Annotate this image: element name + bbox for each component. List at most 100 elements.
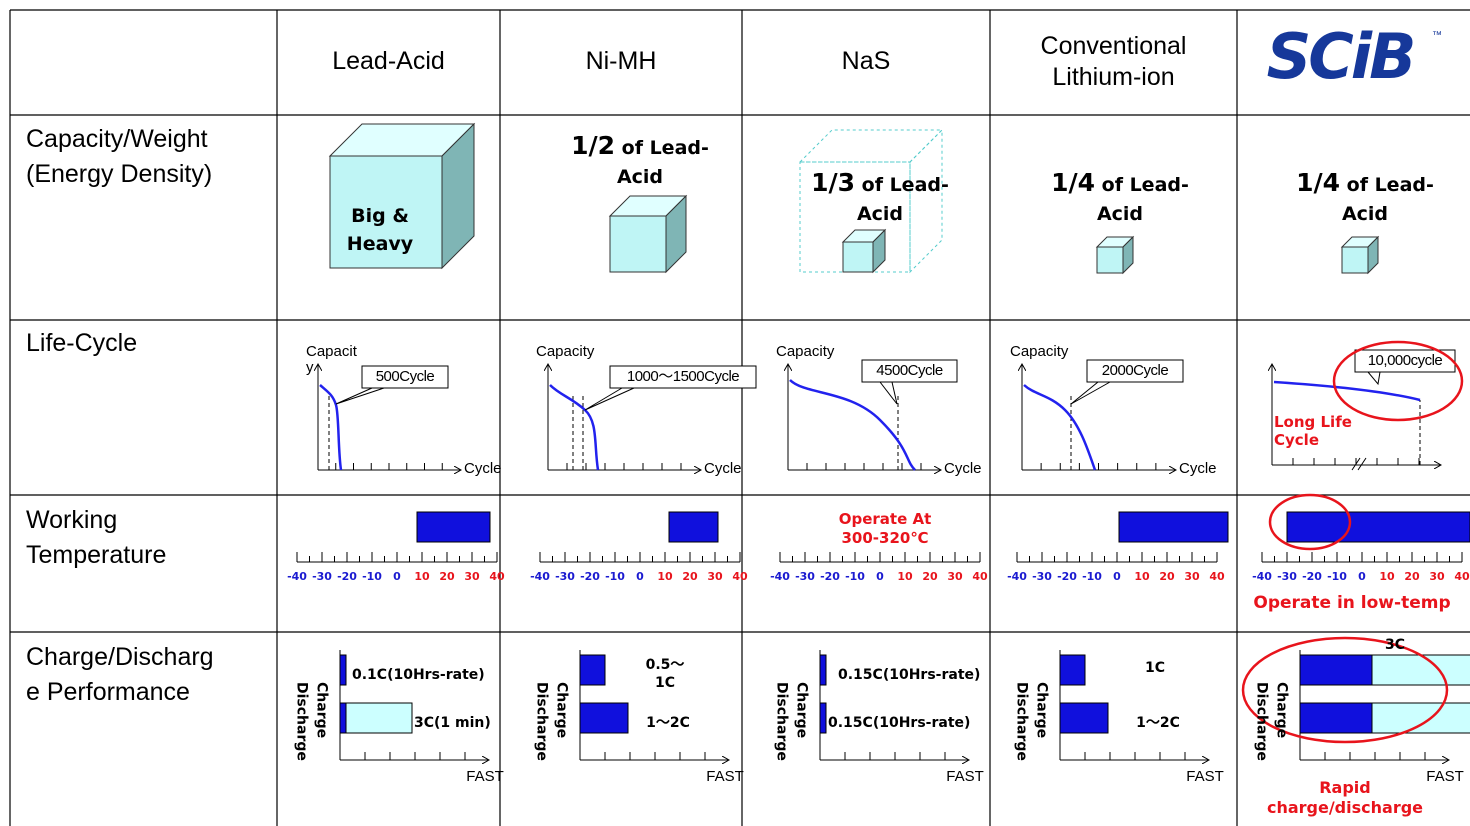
callout-text: 500Cycle [357,368,453,387]
rate-bar [580,703,628,733]
callout-pointer [336,388,384,404]
cube-front [1342,247,1368,273]
y-axis-label: Capacity [1010,344,1068,360]
x-axis-label: FAST [940,768,990,787]
capacity-text: of Lead- Acid [617,137,709,188]
capacity-text: of Lead- Acid [1342,174,1434,225]
capacity-fraction: 1/4 [1296,168,1340,197]
temp-tick-label: 40 [1447,570,1470,584]
rate-label: 0.1C(10Hrs-rate) [352,667,485,685]
temp-tick-label: 40 [725,570,755,584]
trademark: ™ [1432,30,1442,43]
row-label: Charge/Discharg e Performance [26,640,214,710]
x-axis-label: FAST [1180,768,1230,787]
axis-label: Charge [1272,682,1290,738]
rate-bar [1300,703,1372,733]
rate-bar [820,703,826,733]
x-axis-label: FAST [700,768,750,787]
rate-bar [1300,655,1372,685]
x-axis-label: Cycle [1179,460,1217,479]
temp-range-bar [1287,512,1470,542]
axis-label: Charge [312,682,330,738]
rate-label: 0.5～ 1C [635,657,695,692]
temp-note: Operate in low-temp [1232,593,1470,614]
rate-bar [1060,655,1085,685]
capacity-text: of Lead- Acid [1097,174,1189,225]
capacity-note: 1/4 of Lead- Acid [1040,165,1200,229]
table-graphics [0,0,1470,826]
axis-label: Charge [792,682,810,738]
comparison-table: Lead-AcidNi-MHNaSConventional Lithium-io… [0,0,1470,826]
column-header: NaS [742,12,990,112]
x-axis-label: FAST [460,768,510,787]
rate-label: 1C [1125,660,1185,678]
capacity-note: 1/4 of Lead- Acid [1285,165,1445,229]
cube-top [800,130,942,162]
capacity-text: of Lead- Acid [857,174,949,225]
temp-tick-label: 40 [482,570,512,584]
capacity-curve [550,385,598,470]
capacity-curve [1024,385,1095,470]
temp-range-bar [669,512,718,542]
rate-bar [1060,703,1108,733]
capacity-fraction: 1/2 [571,131,615,160]
row-label: Working Temperature [26,503,166,573]
cube-front [843,242,873,272]
rate-bar [340,703,412,733]
rate-label: 0.15C(10Hrs-rate) [838,667,980,685]
capacity-note: Big & Heavy [325,203,435,258]
rate-label: 0.15C(10Hrs-rate) [828,715,970,733]
axis-label: Discharge [532,682,550,761]
column-header: Ni-MH [500,12,742,112]
capacity-fraction: 1/4 [1051,168,1095,197]
temp-range-bar [417,512,490,542]
capacity-fraction: 1/3 [811,168,855,197]
life-note: Long Life Cycle [1274,413,1352,449]
callout-text: 2000Cycle [1082,362,1188,381]
axis-break [1352,458,1366,470]
axis-label: Charge [1032,682,1050,738]
callout-text: 4500Cycle [857,362,962,381]
rate-label: 1～2C [633,715,703,733]
rate-bar [340,703,346,733]
capacity-note: 1/2 of Lead- Acid [560,128,720,192]
capacity-curve [320,385,341,470]
rate-bar [580,655,605,685]
capacity-note: 1/3 of Lead- Acid [800,165,960,229]
x-axis-label: Cycle [944,460,982,479]
axis-label: Discharge [292,682,310,761]
callout-text: 1000～1500Cycle [605,368,761,387]
axis-label: Discharge [772,682,790,761]
axis-label: Discharge [1252,682,1270,761]
row-label: Life-Cycle [26,326,137,361]
row-label: Capacity/Weight (Energy Density) [26,122,212,192]
axis-label: Charge [552,682,570,738]
rate-bar [820,655,826,685]
temp-note: Operate At 300-320℃ [805,510,965,548]
cube-front [610,216,666,272]
column-header: Lead-Acid [277,12,500,112]
temp-tick-label: 40 [1202,570,1232,584]
x-axis-label: Cycle [704,460,742,479]
axis-label: Discharge [1012,682,1030,761]
charge-note: Rapid charge/discharge [1245,778,1445,818]
callout-pointer [1368,372,1380,384]
y-axis-label: Capacity [776,344,834,360]
callout-pointer [585,388,634,410]
column-header: Conventional Lithium-ion [990,12,1237,112]
capacity-curve [790,380,915,470]
y-axis-label: Capacit y [306,344,357,376]
rate-label: 3C [1375,637,1415,655]
temp-tick-label: 40 [965,570,995,584]
scib-logo: SCiB [1240,18,1440,96]
rate-bar [340,655,346,685]
temp-range-bar [1119,512,1228,542]
cube-front [1097,247,1123,273]
callout-text: 10,000cycle [1350,352,1460,371]
capacity-curve [1274,382,1420,400]
rate-label: 3C(1 min) [414,715,491,733]
callout-pointer [880,382,897,404]
y-axis-label: Capacity [536,344,594,360]
rate-label: 1～2C [1123,715,1193,733]
callout-pointer [1071,382,1110,404]
